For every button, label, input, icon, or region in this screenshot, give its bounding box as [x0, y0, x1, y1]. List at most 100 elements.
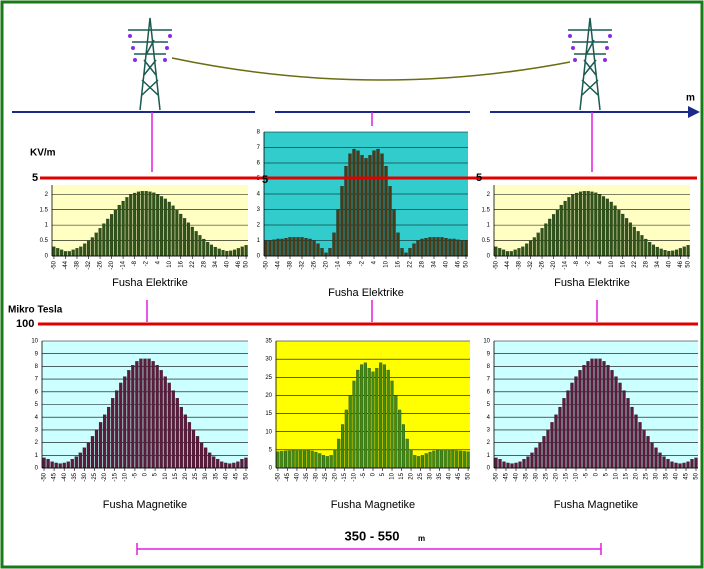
bar — [373, 151, 376, 256]
bar — [301, 237, 304, 256]
bar — [229, 251, 232, 256]
bar — [106, 219, 109, 256]
bar — [594, 193, 597, 256]
x-tick-label: -20 — [551, 260, 557, 269]
bar — [51, 462, 54, 468]
bar — [391, 381, 394, 468]
bar — [619, 383, 622, 468]
bar — [212, 457, 215, 468]
bar — [76, 248, 79, 256]
x-tick-label: -20 — [324, 260, 330, 269]
bar — [465, 241, 468, 257]
bar — [448, 450, 451, 468]
bar — [433, 237, 436, 256]
bar — [647, 436, 650, 468]
x-tick-label: 40 — [223, 472, 229, 479]
x-tick-label: 10 — [167, 260, 173, 267]
bar — [548, 219, 551, 256]
bar — [617, 210, 620, 256]
x-tick-label: 22 — [408, 260, 414, 267]
bar — [544, 224, 547, 256]
bar — [398, 410, 401, 468]
bar — [643, 430, 646, 468]
bar — [341, 186, 344, 256]
bar — [143, 359, 146, 468]
bar — [199, 235, 202, 256]
axis-break — [255, 109, 275, 115]
bar — [299, 450, 302, 468]
bar — [149, 192, 152, 256]
y-tick-label: 35 — [265, 339, 272, 345]
unit-label: Mikro Tesla — [8, 305, 63, 316]
bar — [441, 237, 444, 256]
bar — [667, 459, 670, 468]
bar — [568, 197, 571, 256]
bar — [280, 451, 283, 468]
bar — [691, 459, 694, 468]
bar — [651, 443, 654, 468]
x-tick-label: 30 — [654, 472, 660, 479]
bar — [393, 210, 396, 257]
bar — [224, 463, 227, 468]
x-tick-label: -35 — [304, 472, 310, 481]
bar — [293, 237, 296, 256]
bar — [191, 227, 194, 256]
x-tick-label: 20 — [183, 472, 189, 479]
bar — [297, 237, 300, 256]
bar — [245, 245, 248, 256]
bar — [515, 463, 518, 468]
x-tick-label: -25 — [323, 472, 329, 481]
bar — [401, 248, 404, 256]
bar — [679, 248, 682, 256]
x-tick-label: -8 — [574, 260, 580, 266]
x-tick-label: -2 — [586, 260, 592, 266]
bar — [322, 455, 325, 468]
bar — [64, 251, 67, 256]
bar — [317, 244, 320, 256]
x-tick-label: -35 — [524, 472, 530, 481]
bar — [453, 239, 456, 256]
bar — [303, 450, 306, 468]
x-tick-label: 40 — [674, 472, 680, 479]
x-tick-label: 35 — [213, 472, 219, 479]
bar — [337, 439, 340, 468]
bar — [659, 453, 662, 468]
bar — [202, 239, 205, 256]
bar — [457, 240, 460, 256]
limit-label: 5 — [32, 172, 38, 184]
x-tick-label: -50 — [264, 260, 270, 269]
bar — [579, 192, 582, 256]
x-tick-label: 40 — [444, 260, 450, 267]
bar — [364, 363, 367, 468]
limit-label: 5 — [262, 174, 268, 186]
bar — [122, 201, 125, 256]
bar — [75, 457, 78, 468]
bar — [361, 155, 364, 256]
bar — [315, 452, 318, 468]
bar — [285, 238, 288, 256]
x-tick-label: 10 — [390, 472, 396, 479]
y-tick-label: 1.5 — [482, 207, 491, 213]
bar — [168, 383, 171, 468]
unit-label: KV/m — [30, 148, 56, 159]
x-tick-label: -26 — [540, 260, 546, 269]
bar — [631, 407, 634, 468]
chart-title: Fusha Elektrike — [328, 287, 404, 299]
bar — [111, 398, 114, 468]
x-tick-label: -45 — [285, 472, 291, 481]
bar — [204, 448, 207, 468]
bar — [583, 365, 586, 468]
x-tick-label: 16 — [178, 260, 184, 267]
bar — [56, 248, 59, 256]
bar — [564, 201, 567, 256]
bar — [79, 453, 82, 468]
bar — [535, 448, 538, 468]
bar — [91, 436, 94, 468]
bar — [330, 455, 333, 468]
bar — [518, 248, 521, 256]
bar — [539, 443, 542, 468]
bar — [107, 407, 110, 468]
bar — [233, 250, 236, 256]
bar — [360, 365, 363, 468]
bar — [43, 458, 46, 468]
